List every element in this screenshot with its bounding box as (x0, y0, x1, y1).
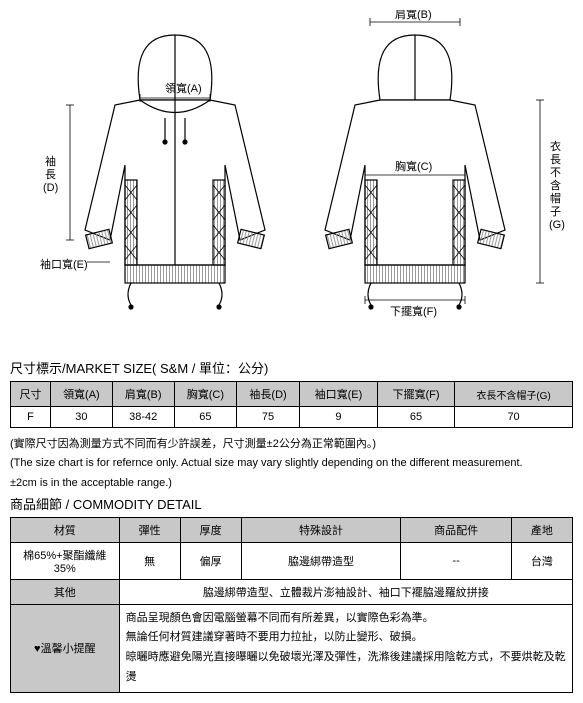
label-sleeve-2: 長 (45, 168, 56, 181)
size-c2: 38-42 (112, 407, 174, 428)
svg-text:衣: 衣 (550, 139, 561, 153)
size-h5: 袖口寬(E) (299, 382, 377, 407)
size-c5: 9 (299, 407, 377, 428)
d-other-label: 其他 (11, 579, 120, 604)
detail-title: 商品細節 / COMMODITY DETAIL (10, 494, 573, 513)
size-h2: 肩寬(B) (112, 382, 174, 407)
size-c0: F (11, 407, 51, 428)
size-c7: 70 (455, 407, 573, 428)
d-h2: 厚度 (180, 517, 241, 542)
svg-text:(G): (G) (549, 219, 565, 231)
size-table: 尺寸 領寬(A) 肩寬(B) 胸寬(C) 袖長(D) 袖口寬(E) 下擺寬(F)… (10, 381, 573, 428)
d-v3: 脇邊綁帶造型 (241, 542, 401, 579)
d-v2: 偏厚 (180, 542, 241, 579)
label-hem: 下擺寬(F) (390, 304, 437, 318)
d-v4: -- (401, 542, 511, 579)
svg-text:子: 子 (550, 205, 561, 218)
svg-text:不: 不 (550, 167, 561, 179)
size-h0: 尺寸 (11, 382, 51, 407)
d-other-value: 脇邊綁帶造型、立體裁片澎袖設計、袖口下襬脇邊羅紋拼接 (119, 579, 572, 604)
detail-table: 材質 彈性 厚度 特殊設計 商品配件 產地 棉65%+聚酯纖維35% 無 偏厚 … (10, 517, 573, 693)
size-note-1: (實際尺寸因為測量方式不同而有少許誤差，尺寸測量±2公分為正常範圍內。) (10, 436, 573, 453)
label-sleeve-1: 袖 (45, 154, 56, 168)
size-note-2: (The size chart is for refernce only. Ac… (10, 455, 573, 472)
tip-1: 無論任何材質建議穿著時不要用力拉扯，以防止變形、破損。 (126, 628, 566, 648)
size-c6: 65 (377, 407, 454, 428)
size-c1: 30 (51, 407, 113, 428)
tip-0: 商品呈現顏色會因電腦螢幕不同而有所差異，以實際色彩為準。 (126, 609, 566, 629)
size-h1: 領寬(A) (51, 382, 113, 407)
d-v0: 棉65%+聚酯纖維35% (11, 542, 120, 579)
size-h3: 胸寬(C) (174, 382, 237, 407)
d-v1: 無 (119, 542, 180, 579)
d-h5: 產地 (511, 517, 572, 542)
d-h3: 特殊設計 (241, 517, 401, 542)
size-h4: 袖長(D) (237, 382, 300, 407)
d-tips: 商品呈現顏色會因電腦螢幕不同而有所差異，以實際色彩為準。 無論任何材質建議穿著時… (119, 604, 572, 692)
label-cuff: 袖口寬(E) (40, 257, 88, 271)
size-c3: 65 (174, 407, 237, 428)
size-c4: 75 (237, 407, 300, 428)
svg-text:帽: 帽 (550, 192, 561, 205)
svg-text:長: 長 (550, 153, 561, 166)
label-sleeve-3: (D) (43, 182, 58, 194)
d-h4: 商品配件 (401, 517, 511, 542)
d-h1: 彈性 (119, 517, 180, 542)
label-collar: 領寬(A) (165, 81, 202, 95)
svg-text:含: 含 (550, 178, 561, 192)
d-h0: 材質 (11, 517, 120, 542)
label-shoulder: 肩寬(B) (395, 10, 432, 21)
size-note-3: ±2cm is in the acceptable range.) (10, 475, 573, 492)
garment-diagram: 領寬(A) 肩寬(B) 胸寬(C) 袖 長 (D) 袖口寬(E) (10, 10, 573, 340)
size-h7: 衣長不含帽子(G) (455, 382, 573, 407)
d-tips-label: ♥溫馨小提醒 (11, 604, 120, 692)
size-h6: 下擺寬(F) (377, 382, 454, 407)
d-v5: 台灣 (511, 542, 572, 579)
size-title: 尺寸標示/MARKET SIZE( S&M / 單位：公分) (10, 358, 573, 377)
label-chest: 胸寬(C) (395, 159, 432, 173)
